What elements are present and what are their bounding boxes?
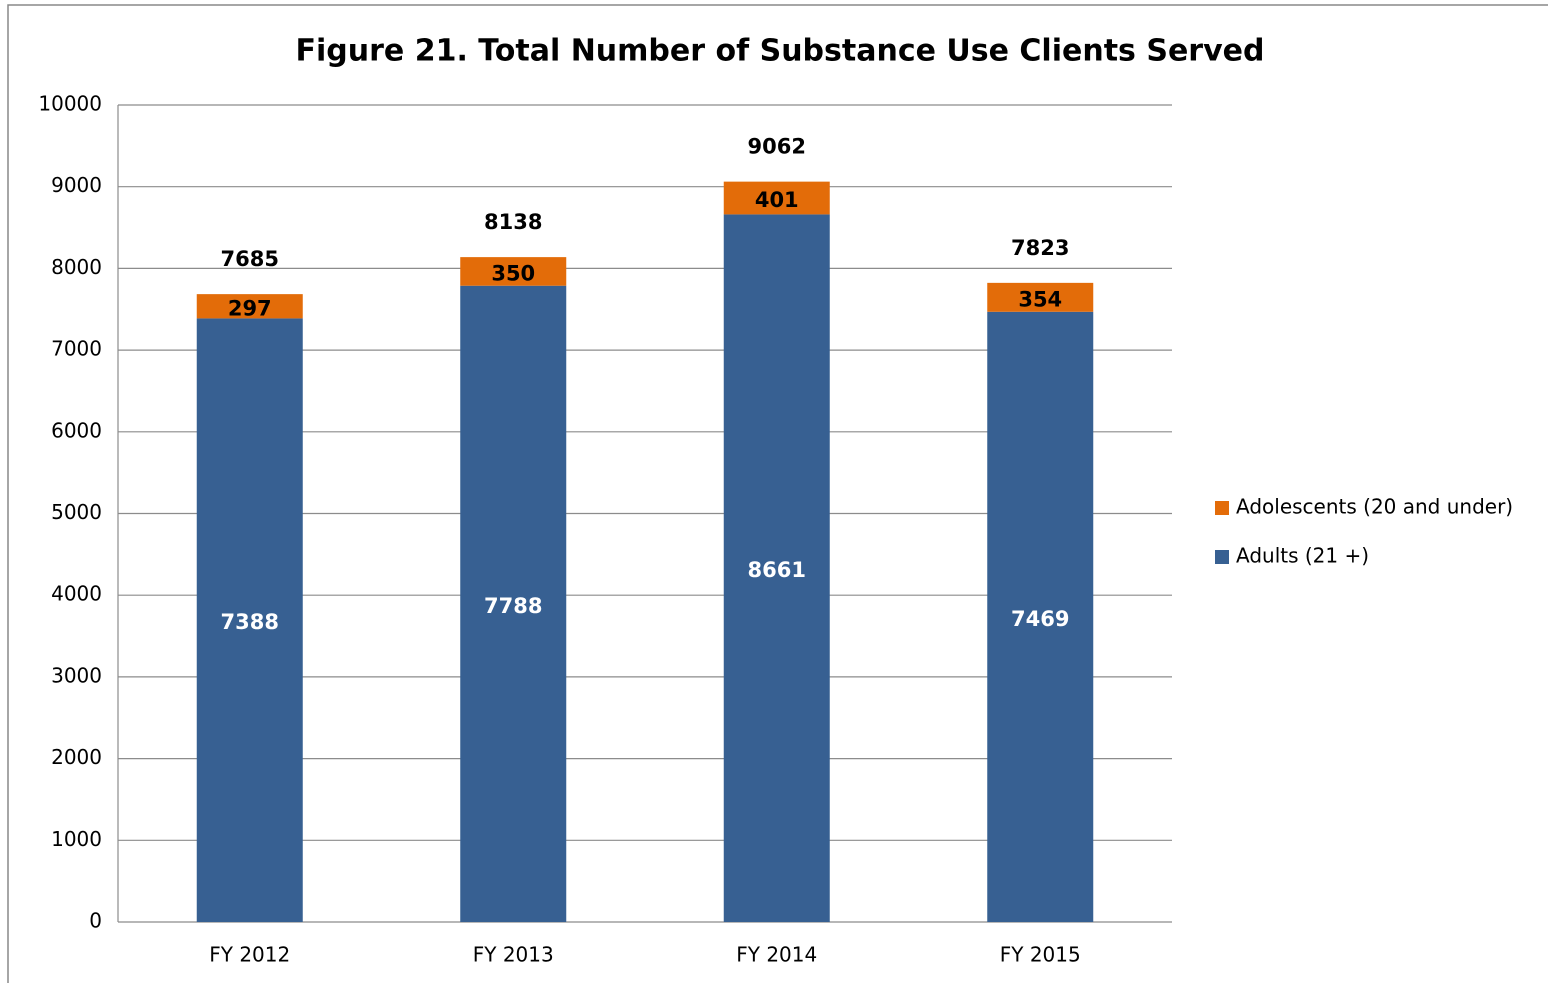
y-tick-label: 8000 (51, 255, 102, 279)
y-tick-label: 3000 (51, 663, 102, 687)
data-label: 401 (755, 188, 799, 212)
legend-swatch (1215, 550, 1229, 564)
x-tick-label: FY 2013 (473, 943, 554, 967)
total-label: 9062 (748, 135, 806, 159)
total-label: 7823 (1011, 236, 1069, 260)
bar-segment (196, 318, 303, 922)
bar-segment (987, 282, 1094, 312)
y-tick-label: 1000 (51, 827, 102, 851)
y-tick-label: 2000 (51, 745, 102, 769)
legend-label: Adolescents (20 and under) (1236, 495, 1513, 519)
y-tick-label: 4000 (51, 582, 102, 606)
y-tick-label: 6000 (51, 418, 102, 442)
x-tick-label: FY 2012 (209, 943, 290, 967)
data-label: 7469 (1011, 607, 1069, 631)
chart-frame (7, 4, 1548, 983)
data-label: 354 (1018, 287, 1062, 311)
legend-label: Adults (21 +) (1236, 544, 1369, 568)
data-label: 350 (491, 261, 535, 285)
legend-swatch (1215, 501, 1229, 515)
bar-segment (987, 311, 1094, 922)
bar-segment (196, 294, 303, 319)
data-label: 8661 (748, 558, 806, 582)
y-tick-label: 9000 (51, 173, 102, 197)
y-tick-label: 7000 (51, 337, 102, 361)
y-tick-label: 5000 (51, 500, 102, 524)
data-label: 7788 (484, 594, 542, 618)
bar-segment (723, 181, 830, 215)
data-label: 297 (228, 296, 272, 320)
y-tick-label: 10000 (38, 92, 102, 116)
total-label: 8138 (484, 210, 542, 234)
total-label: 7685 (221, 247, 279, 271)
x-tick-label: FY 2015 (1000, 943, 1081, 967)
bar-segment (460, 285, 567, 922)
chart-title: Figure 21. Total Number of Substance Use… (296, 34, 1265, 69)
y-tick-label: 0 (89, 909, 102, 933)
bar-segment (460, 257, 567, 286)
x-tick-label: FY 2014 (736, 943, 817, 967)
bar-segment (723, 214, 830, 922)
data-label: 7388 (221, 610, 279, 634)
